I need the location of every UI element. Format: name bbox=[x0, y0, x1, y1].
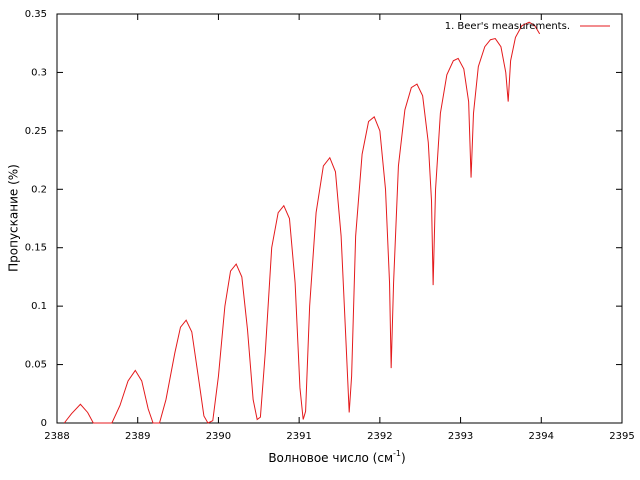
y-tick-label: 0 bbox=[41, 418, 47, 429]
legend-label: 1. Beer's measurements. bbox=[445, 21, 570, 32]
x-tick-label: 2391 bbox=[286, 431, 311, 442]
y-tick-label: 0.05 bbox=[25, 360, 47, 371]
x-tick-label: 2394 bbox=[529, 431, 554, 442]
x-tick-label: 2393 bbox=[448, 431, 473, 442]
y-axis-label: Пропускание (%) bbox=[7, 164, 21, 272]
x-axis-label-end: ) bbox=[401, 451, 406, 465]
plot-frame bbox=[56, 13, 623, 424]
y-tick-label: 0.35 bbox=[25, 9, 47, 20]
x-tick-label: 2395 bbox=[609, 431, 634, 442]
y-tick-label: 0.2 bbox=[31, 184, 47, 195]
y-tick-label: 0.25 bbox=[25, 126, 47, 137]
data-line bbox=[63, 21, 541, 424]
x-tick-label: 2390 bbox=[206, 431, 231, 442]
x-axis-label-sup: -1 bbox=[393, 449, 401, 458]
x-axis-label-main: Волновое число (см bbox=[268, 451, 393, 465]
y-tick-label: 0.1 bbox=[31, 301, 47, 312]
x-axis-label: Волновое число (см-1) bbox=[268, 449, 405, 465]
x-tick-label: 2389 bbox=[125, 431, 150, 442]
x-tick-label: 2392 bbox=[367, 431, 392, 442]
x-tick-label: 2388 bbox=[44, 431, 69, 442]
y-tick-label: 0.3 bbox=[31, 67, 47, 78]
y-tick-label: 0.15 bbox=[25, 243, 47, 254]
